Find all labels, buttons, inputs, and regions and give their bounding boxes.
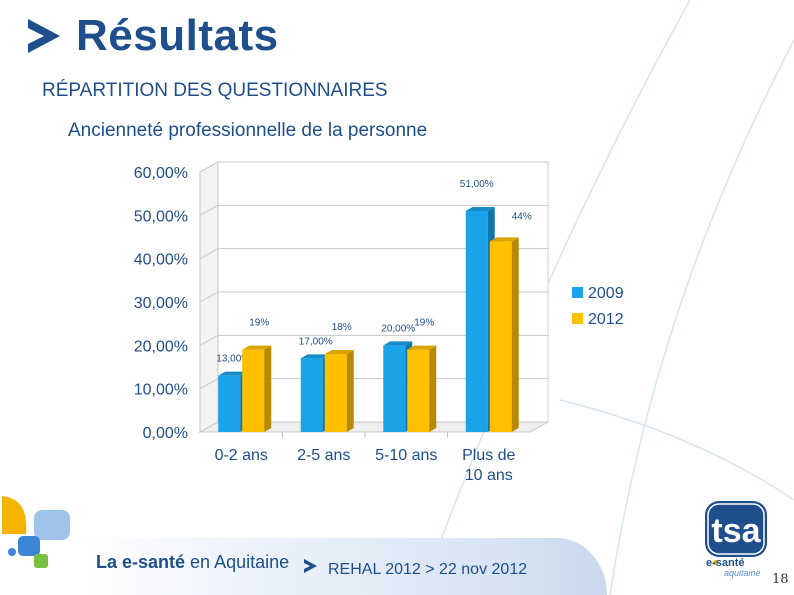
legend-label: 2009 — [588, 285, 624, 302]
tsa-logo: tsa — [705, 501, 767, 557]
data-label: 13,00% — [216, 354, 250, 365]
bar-chart: 0,00% 10,00% 20,00% 30,00% 40,00% 50,00% 60,00… — [134, 161, 624, 484]
x-tick-label: 0-2 ans — [215, 447, 268, 464]
gridline — [199, 334, 548, 346]
bar-2012-0 — [242, 345, 272, 432]
footer-brand: La e-santé en Aquitaine — [96, 552, 289, 573]
data-label: 17,00% — [299, 336, 333, 347]
data-label: 18% — [332, 322, 352, 333]
chevron-right-icon — [28, 19, 60, 53]
chart-title: Ancienneté professionnelle de la personn… — [68, 120, 428, 141]
gridline — [199, 378, 548, 390]
legend-label: 2012 — [588, 311, 624, 328]
footer-brand-bold: La e-santé — [96, 552, 186, 572]
data-label: 19% — [249, 318, 269, 329]
y-tick-label: 0,00% — [143, 425, 188, 442]
bar-2012-1 — [324, 350, 354, 432]
bar-2012-3 — [489, 237, 519, 432]
page-title: Résultats — [76, 11, 279, 60]
data-label: 51,00% — [460, 179, 494, 190]
tsa-subtitle: e-santé — [706, 557, 745, 569]
e-sante-aquitaine-logo — [2, 496, 70, 568]
tsa-subtitle-region: aquitaine — [724, 568, 761, 578]
x-tick-label: 5-10 ans — [375, 447, 437, 464]
y-tick-label: 10,00% — [134, 382, 188, 399]
y-tick-label: 40,00% — [134, 252, 188, 269]
y-tick-label: 20,00% — [134, 338, 188, 355]
y-tick-label: 50,00% — [134, 208, 188, 225]
y-tick-label: 60,00% — [134, 165, 188, 182]
gridline — [199, 204, 548, 216]
data-label: 19% — [414, 318, 434, 329]
bar-2012-2 — [407, 345, 437, 432]
tsa-dot — [713, 560, 718, 565]
gridline — [199, 421, 548, 433]
title-row: Résultats — [24, 10, 279, 62]
y-tick-label: 30,00% — [134, 295, 188, 312]
section-subtitle: RÉPARTITION DES QUESTIONNAIRES — [42, 80, 388, 101]
data-label: 20,00% — [381, 323, 415, 334]
x-tick-label: 10 ans — [465, 467, 513, 484]
tsa-logo-text: tsa — [711, 512, 761, 550]
gridline — [199, 291, 548, 303]
x-tick-label: 2-5 ans — [297, 447, 350, 464]
data-label: 44% — [512, 211, 532, 222]
footer-brand-rest: en Aquitaine — [185, 552, 290, 572]
legend-swatch — [572, 313, 583, 324]
footer-band — [85, 538, 607, 595]
gridline — [199, 248, 548, 260]
chevron-right-icon — [304, 559, 317, 573]
legend-swatch — [572, 287, 583, 298]
x-tick-label: Plus de — [462, 447, 515, 464]
footer-event: REHAL 2012 > 22 nov 2012 — [328, 561, 528, 578]
gridline — [199, 161, 548, 173]
page-number: 18 — [772, 572, 789, 587]
